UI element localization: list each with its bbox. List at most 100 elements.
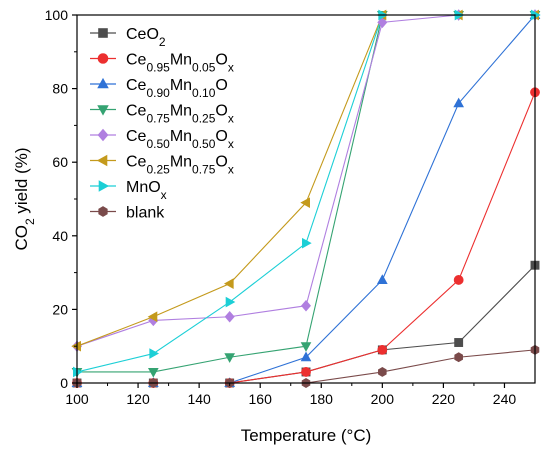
legend-swatch-marker	[96, 154, 108, 167]
legend-label-part: O	[215, 77, 227, 94]
x-axis-title: Temperature (°C)	[241, 426, 372, 445]
series-points-mnox	[73, 9, 541, 378]
legend-item-ce0-90mn0-10o: Ce0.90Mn0.10O	[90, 77, 228, 100]
legend-label-part: Ce	[126, 128, 147, 145]
legend-label-part: 0.50	[146, 137, 170, 151]
y-axis-title: CO2 yield (%)	[12, 147, 37, 250]
legend-label-part: x	[228, 112, 234, 126]
legend-label-part: 0.50	[192, 137, 216, 151]
x-tick-label-160: 160	[249, 391, 273, 407]
legend-label-part: x	[228, 163, 234, 177]
series-ceo2	[77, 264, 536, 384]
data-point-mnox-150	[225, 296, 236, 308]
legend-label-part: 0.75	[146, 112, 170, 126]
legend-label: MnOx	[126, 179, 167, 202]
data-point-ce0-75mn0-25ox-175	[300, 342, 312, 352]
data-point-ce0-50mn0-50ox-175	[301, 299, 311, 312]
legend-swatch-marker	[98, 206, 108, 217]
legend-label: CeO2	[126, 26, 166, 49]
legend-label-part: Ce	[126, 154, 147, 171]
data-point-ce0-50mn0-50ox-150	[224, 311, 235, 323]
data-point-ce0-50mn0-50ox-200	[377, 16, 388, 29]
x-tick-label-140: 140	[187, 391, 211, 407]
axes-layer: 100 120 140 160 180 200 220 240 0 20 40 60 80 100	[45, 7, 517, 407]
legend-label-part: O	[215, 154, 227, 171]
legend-label-part: 0.90	[146, 86, 170, 100]
legend-swatch-marker	[98, 180, 110, 192]
data-point-ce0-95mn0-05ox-200	[377, 344, 388, 355]
legend-label-part: x	[161, 188, 167, 202]
legend-label-part: O	[215, 103, 227, 120]
x-tick-label-100: 100	[65, 391, 89, 407]
x-tick-label-120: 120	[126, 391, 150, 407]
legend-swatch-marker	[98, 28, 108, 38]
legend-item-ce0-25mn0-75ox: Ce0.25Mn0.75Ox	[90, 154, 234, 177]
legend-label-part: Mn	[170, 103, 192, 120]
legend-label-part: 0.10	[192, 86, 216, 100]
legend-label-part: 0.05	[192, 61, 216, 75]
data-point-ce0-75mn0-25ox-125	[147, 367, 159, 378]
data-point-ceo2-225	[454, 338, 464, 347]
legend-item-mnox: MnOx	[90, 179, 167, 202]
legend-label-part: Ce	[126, 77, 147, 94]
data-point-ce0-90mn0-10o-175	[300, 351, 312, 362]
legend-label-part: 0.75	[192, 163, 216, 177]
data-point-mnox-175	[302, 237, 312, 249]
legend-label-part: CeO	[126, 26, 159, 43]
y-tick-label-40: 40	[52, 228, 68, 244]
data-point-ce0-75mn0-25ox-150	[224, 353, 236, 363]
legend-item-ceo2: CeO2	[90, 26, 166, 49]
legend-swatch-marker	[97, 53, 109, 64]
legend-label-part: Mn	[170, 128, 192, 145]
legend-label-part: O	[215, 128, 227, 145]
legend-item-ce0-50mn0-50ox: Ce0.50Mn0.50Ox	[90, 128, 234, 151]
y-tick-label-80: 80	[52, 81, 68, 97]
legend-label: blank	[126, 205, 165, 222]
y-axis-title-part: CO	[12, 225, 31, 251]
legend-label-part: 0.95	[146, 61, 170, 75]
legend: CeO2Ce0.95Mn0.05OxCe0.90Mn0.10OCe0.75Mn0…	[90, 26, 234, 222]
legend-item-ce0-95mn0-05ox: Ce0.95Mn0.05Ox	[90, 52, 234, 75]
series-line-ceo2	[77, 264, 536, 384]
legend-label-part: Mn	[170, 154, 192, 171]
x-tick-label-200: 200	[371, 391, 395, 407]
legend-label-part: Ce	[126, 103, 147, 120]
data-point-ce0-95mn0-05ox-225	[453, 275, 464, 285]
legend-label-part: blank	[126, 205, 165, 222]
data-point-ce0-95mn0-05ox-175	[301, 367, 311, 377]
legend-item-blank: blank	[90, 205, 165, 222]
legend-label: Ce0.90Mn0.10O	[126, 77, 228, 100]
legend-label-part: x	[228, 137, 234, 151]
legend-label-part: 0.25	[146, 163, 170, 177]
y-tick-label-20: 20	[52, 301, 68, 317]
y-tick-label-0: 0	[60, 375, 68, 391]
legend-label: Ce0.50Mn0.50Ox	[126, 128, 234, 151]
data-point-ce0-90mn0-10o-225	[453, 97, 465, 108]
data-point-blank-200	[378, 367, 387, 377]
legend-label: Ce0.75Mn0.25Ox	[126, 103, 234, 126]
x-tick-label-240: 240	[493, 391, 517, 407]
legend-label: Ce0.25Mn0.75Ox	[126, 154, 234, 177]
legend-label-part: O	[215, 52, 227, 69]
x-tick-label-180: 180	[310, 391, 334, 407]
data-point-ce0-25mn0-75ox-125	[147, 311, 158, 323]
legend-swatch-marker	[97, 77, 109, 89]
legend-label-part: MnO	[126, 179, 161, 196]
legend-label-part: 0.25	[192, 112, 216, 126]
data-point-mnox-100	[73, 366, 83, 378]
data-point-mnox-125	[149, 348, 160, 359]
legend-swatch-marker	[97, 105, 109, 116]
legend-label-part: Mn	[170, 52, 192, 69]
y-tick-label-100: 100	[45, 7, 69, 23]
legend-label-part: Mn	[170, 77, 192, 94]
data-point-ce0-25mn0-75ox-150	[223, 278, 234, 289]
y-tick-label-60: 60	[52, 154, 68, 170]
legend-label: Ce0.95Mn0.05Ox	[126, 52, 234, 75]
y-axis-title-part: 2	[23, 218, 37, 225]
legend-item-ce0-75mn0-25ox: Ce0.75Mn0.25Ox	[90, 103, 234, 126]
x-tick-label-220: 220	[432, 391, 456, 407]
legend-label-part: Ce	[126, 52, 147, 69]
legend-swatch-marker	[97, 128, 109, 142]
y-axis-title-part: yield (%)	[12, 147, 31, 218]
